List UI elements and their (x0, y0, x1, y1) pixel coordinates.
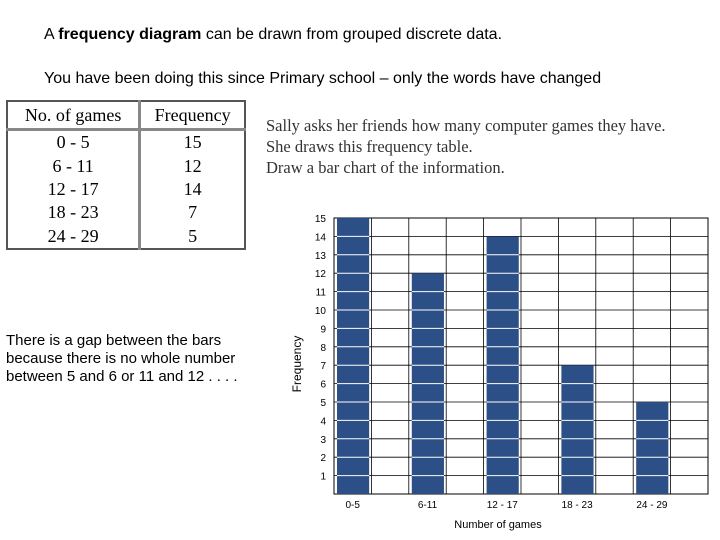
table-header-frequency: Frequency (139, 101, 245, 131)
y-tick-label: 4 (320, 416, 326, 427)
x-tick-label: 6-11 (418, 500, 438, 511)
bar-24-29 (636, 402, 669, 494)
bar-0-5 (336, 218, 370, 494)
heading-line-2: You have been doing this since Primary s… (44, 70, 602, 87)
y-tick-label: 1 (320, 472, 326, 483)
question-line-2: She draws this frequency table. (266, 137, 473, 156)
table-cell: 15 (183, 132, 202, 153)
y-tick-label: 9 (320, 324, 326, 335)
table-row: 6 - 11 12 (7, 154, 245, 178)
table-row: 18 - 23 7 (7, 201, 245, 225)
y-tick-label: 13 (315, 251, 327, 262)
table-cell: 7 (188, 202, 198, 223)
table-cell: 14 (183, 178, 202, 199)
y-tick-label: 7 (320, 361, 326, 372)
table-row: 12 - 17 14 (7, 177, 245, 202)
x-tick-label: 12 - 17 (487, 500, 519, 511)
table-cell: 5 (188, 225, 198, 246)
y-tick-label: 6 (320, 380, 326, 391)
table-cell: 18 - 23 (7, 201, 142, 225)
y-tick-label: 14 (315, 232, 327, 243)
y-tick-label: 2 (320, 453, 326, 464)
table-cell: 6 - 11 (7, 154, 142, 178)
table-row: 24 - 29 5 (7, 224, 245, 249)
x-tick-label: 18 - 23 (562, 500, 594, 511)
y-tick-label: 15 (315, 214, 327, 225)
table-header-games: No. of games (7, 101, 142, 131)
y-tick-label: 8 (320, 343, 326, 354)
table-cell: 0 - 5 (7, 129, 142, 155)
x-tick-label: 0-5 (345, 500, 360, 511)
table-cell: 24 - 29 (7, 224, 142, 249)
table-header-row: No. of games Frequency (7, 101, 245, 131)
y-tick-label: 12 (315, 269, 327, 280)
y-tick-label: 10 (315, 306, 327, 317)
question-line-1: Sally asks her friends how many computer… (266, 116, 666, 135)
x-axis-title: Number of games (454, 519, 542, 531)
table-cell: 12 - 17 (7, 177, 142, 202)
question-line-3: Draw a bar chart of the information. (266, 158, 505, 177)
table-cell: 12 (183, 155, 202, 176)
y-tick-label: 5 (320, 398, 326, 409)
heading-bold-term: frequency diagram (58, 26, 202, 43)
y-tick-label: 3 (320, 435, 326, 446)
gap-explanation: There is a gap between the bars because … (6, 332, 238, 385)
frequency-table: No. of games Frequency 0 - 5 15 6 - 11 12 … (6, 100, 246, 250)
y-tick-label: 11 (316, 288, 327, 299)
table-row: 0 - 5 15 (7, 129, 245, 155)
y-axis-title: Frequency (290, 336, 304, 393)
x-tick-label: 24 - 29 (636, 500, 668, 511)
bar-18-23 (561, 365, 594, 494)
heading-line-1: A frequency diagram can be drawn from gr… (44, 26, 503, 43)
